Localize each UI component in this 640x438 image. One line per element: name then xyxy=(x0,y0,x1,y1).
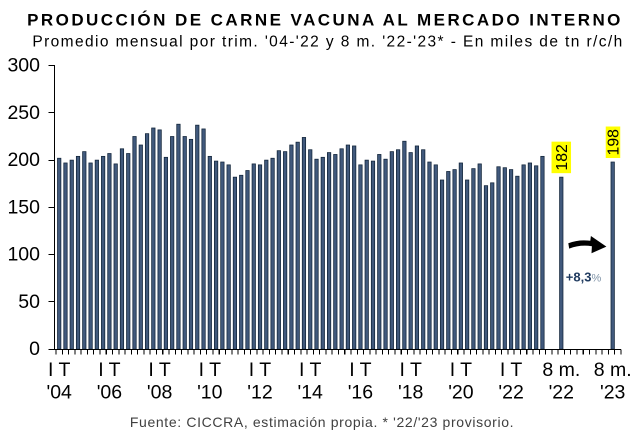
svg-text:I T: I T xyxy=(48,359,70,381)
svg-text:I T: I T xyxy=(399,359,421,381)
svg-text:'23: '23 xyxy=(600,382,625,404)
svg-text:'20: '20 xyxy=(448,382,474,404)
svg-text:Fuente: CICCRA, estimación pro: Fuente: CICCRA, estimación propia. * '22… xyxy=(130,414,514,430)
svg-text:I T: I T xyxy=(299,359,321,381)
svg-text:'12: '12 xyxy=(247,382,272,404)
svg-text:0: 0 xyxy=(29,338,40,360)
svg-text:250: 250 xyxy=(7,102,40,124)
svg-text:150: 150 xyxy=(7,196,40,218)
svg-text:I T: I T xyxy=(249,359,271,381)
svg-text:8 m.: 8 m. xyxy=(542,359,580,381)
svg-text:'22: '22 xyxy=(549,382,574,404)
svg-text:+8,3%: +8,3% xyxy=(566,270,602,285)
svg-text:'22: '22 xyxy=(498,382,523,404)
svg-text:100: 100 xyxy=(7,244,40,266)
svg-text:'14: '14 xyxy=(297,382,323,404)
svg-text:200: 200 xyxy=(7,149,40,171)
svg-text:198: 198 xyxy=(606,129,623,156)
svg-text:'04: '04 xyxy=(46,382,72,404)
svg-text:I T: I T xyxy=(500,359,522,381)
svg-text:I T: I T xyxy=(148,359,170,381)
svg-text:'08: '08 xyxy=(147,382,172,404)
svg-text:I T: I T xyxy=(450,359,472,381)
svg-text:Promedio mensual por trim. '04: Promedio mensual por trim. '04-'22 y 8 m… xyxy=(32,34,623,51)
svg-text:I T: I T xyxy=(199,359,221,381)
svg-text:'16: '16 xyxy=(348,382,373,404)
svg-text:'10: '10 xyxy=(197,382,223,404)
svg-text:182: 182 xyxy=(554,144,571,170)
svg-text:50: 50 xyxy=(18,291,40,313)
svg-text:I T: I T xyxy=(98,359,120,381)
svg-text:'18: '18 xyxy=(398,382,423,404)
svg-text:300: 300 xyxy=(7,55,40,77)
svg-text:PRODUCCIÓN DE CARNE VACUNA AL: PRODUCCIÓN DE CARNE VACUNA AL MERCADO IN… xyxy=(27,11,623,30)
svg-text:'06: '06 xyxy=(97,382,122,404)
svg-text:8 m.: 8 m. xyxy=(594,359,632,381)
svg-text:I T: I T xyxy=(349,359,371,381)
